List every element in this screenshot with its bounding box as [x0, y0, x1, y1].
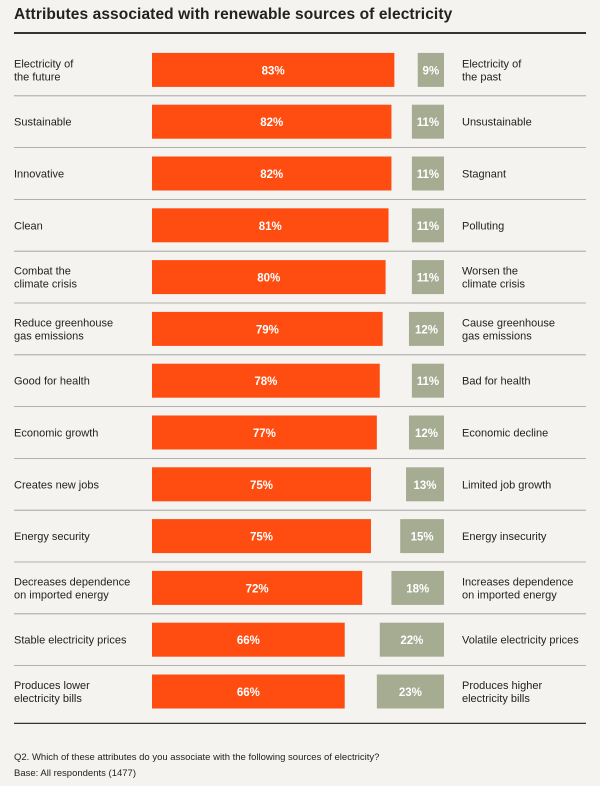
- negative-bar: [417, 52, 444, 87]
- negative-bar: [411, 104, 444, 139]
- chart-title: Attributes associated with renewable sou…: [14, 6, 453, 23]
- positive-value-label: 77%: [253, 428, 276, 440]
- negative-bar: [400, 519, 444, 554]
- negative-value-label: 11%: [417, 376, 439, 388]
- positive-bar: [152, 674, 345, 709]
- positive-attribute-label: Decreases dependence on imported energy: [14, 576, 130, 601]
- negative-attribute-label: Economic decline: [462, 428, 548, 440]
- positive-bar: [152, 311, 383, 346]
- title-divider: [14, 32, 586, 34]
- negative-attribute-label: Produces higher electricity bills: [462, 680, 542, 705]
- positive-bar: [152, 415, 377, 450]
- positive-value-label: 66%: [237, 687, 260, 699]
- negative-bar: [411, 156, 444, 191]
- positive-attribute-label: Clean: [14, 220, 43, 232]
- negative-value-label: 9%: [423, 65, 440, 77]
- negative-bar: [408, 311, 444, 346]
- negative-attribute-label: Energy insecurity: [462, 531, 547, 543]
- negative-attribute-label: Increases dependence on imported energy: [462, 576, 573, 601]
- negative-bar: [411, 260, 444, 295]
- positive-bar: [152, 156, 392, 191]
- negative-value-label: 11%: [417, 273, 439, 285]
- positive-attribute-label: Innovative: [14, 169, 64, 181]
- negative-attribute-label: Limited job growth: [462, 479, 551, 491]
- positive-attribute-label: Good for health: [14, 376, 90, 388]
- negative-attribute-label: Volatile electricity prices: [462, 635, 579, 647]
- positive-value-label: 82%: [260, 117, 283, 129]
- negative-value-label: 11%: [417, 221, 439, 233]
- positive-attribute-label: Produces lower electricity bills: [14, 680, 90, 705]
- positive-value-label: 83%: [262, 65, 285, 77]
- positive-attribute-label: Sustainable: [14, 117, 72, 129]
- positive-bar: [152, 570, 363, 605]
- positive-attribute-label: Reduce greenhouse gas emissions: [14, 317, 113, 342]
- negative-bar: [376, 674, 444, 709]
- negative-bar: [408, 415, 444, 450]
- negative-value-label: 13%: [414, 480, 437, 492]
- positive-value-label: 75%: [250, 532, 273, 544]
- positive-bar: [152, 363, 380, 398]
- negative-attribute-label: Bad for health: [462, 376, 531, 388]
- positive-value-label: 75%: [250, 480, 273, 492]
- positive-value-label: 72%: [246, 583, 269, 595]
- negative-bar: [379, 622, 444, 657]
- negative-value-label: 12%: [415, 428, 438, 440]
- negative-bar: [391, 570, 444, 605]
- positive-bar: [152, 260, 386, 295]
- positive-attribute-label: Stable electricity prices: [14, 635, 127, 647]
- negative-value-label: 12%: [415, 324, 438, 336]
- positive-bar: [152, 104, 392, 139]
- negative-bar: [411, 363, 444, 398]
- positive-value-label: 66%: [237, 635, 260, 647]
- positive-value-label: 82%: [260, 169, 283, 181]
- positive-value-label: 78%: [254, 376, 277, 388]
- positive-bar: [152, 519, 371, 554]
- negative-attribute-label: Worsen the climate crisis: [462, 266, 525, 291]
- negative-attribute-label: Electricity of the past: [462, 58, 522, 83]
- positive-attribute-label: Combat the climate crisis: [14, 266, 77, 291]
- footnote-question: Q2. Which of these attributes do you ass…: [14, 752, 380, 763]
- positive-attribute-label: Economic growth: [14, 428, 98, 440]
- positive-value-label: 80%: [257, 273, 280, 285]
- negative-bar: [406, 467, 444, 502]
- negative-attribute-label: Cause greenhouse gas emissions: [462, 317, 555, 342]
- negative-attribute-label: Stagnant: [462, 169, 506, 181]
- negative-value-label: 22%: [400, 635, 423, 647]
- positive-bar: [152, 208, 389, 243]
- negative-value-label: 15%: [411, 532, 434, 544]
- positive-attribute-label: Electricity of the future: [14, 58, 74, 83]
- negative-value-label: 23%: [399, 687, 422, 699]
- positive-bar: [152, 52, 395, 87]
- positive-attribute-label: Energy security: [14, 531, 90, 543]
- negative-bar: [411, 208, 444, 243]
- positive-value-label: 81%: [259, 221, 282, 233]
- footnote-base: Base: All respondents (1477): [14, 768, 136, 779]
- positive-attribute-label: Creates new jobs: [14, 479, 99, 491]
- negative-attribute-label: Polluting: [462, 220, 504, 232]
- negative-value-label: 11%: [417, 169, 439, 181]
- negative-value-label: 18%: [406, 583, 429, 595]
- negative-attribute-label: Unsustainable: [462, 117, 532, 129]
- positive-bar: [152, 467, 371, 502]
- positive-value-label: 79%: [256, 324, 279, 336]
- negative-value-label: 11%: [417, 117, 439, 129]
- positive-bar: [152, 622, 345, 657]
